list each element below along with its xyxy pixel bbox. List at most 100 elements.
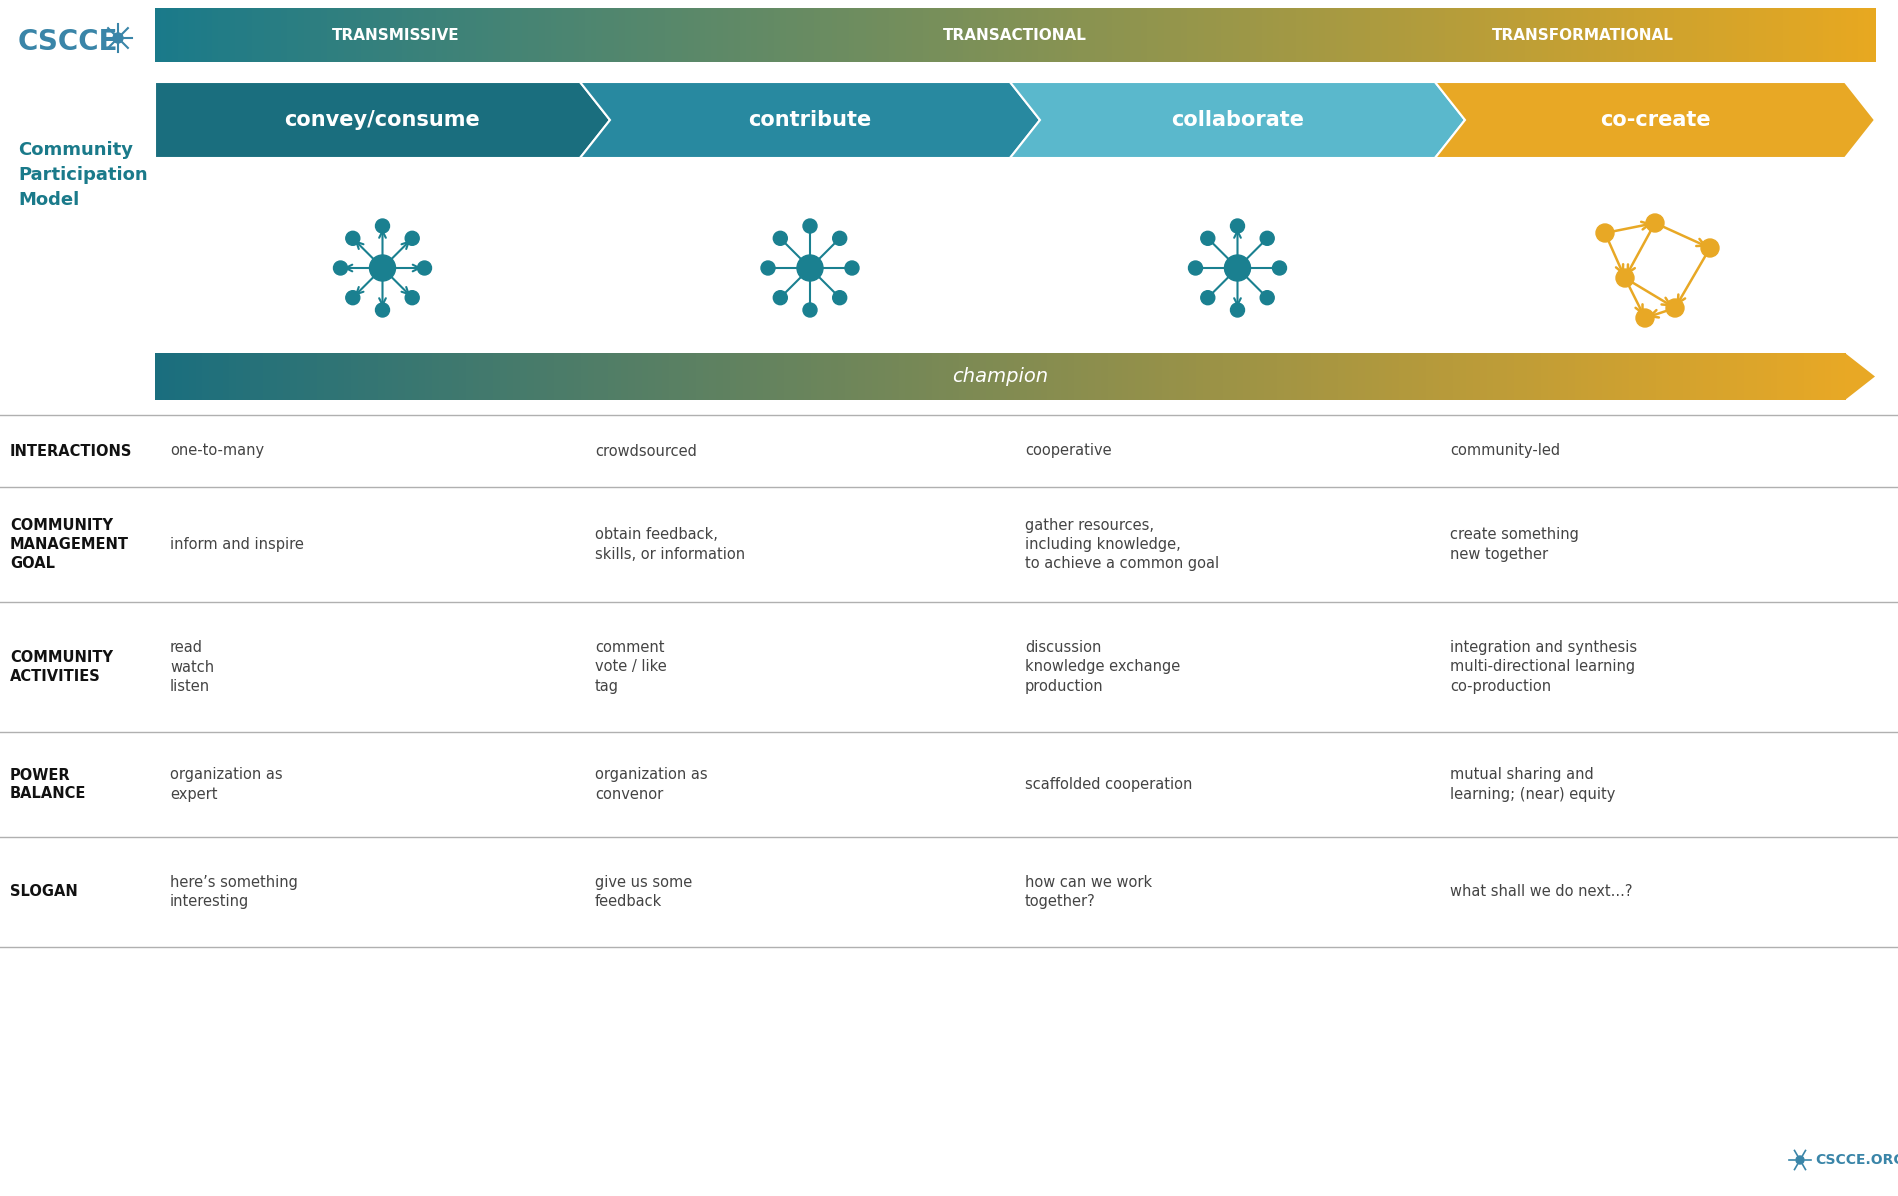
Bar (706, 8, 712, 62)
Bar (1758, 353, 1765, 399)
Bar (820, 8, 828, 62)
Bar (1759, 8, 1767, 62)
Bar (843, 8, 850, 62)
Polygon shape (1435, 83, 1875, 158)
Bar (454, 8, 459, 62)
Bar (283, 353, 290, 399)
Bar (837, 353, 845, 399)
Text: how can we work
together?: how can we work together? (1025, 875, 1152, 909)
Bar (979, 353, 987, 399)
Bar (1649, 353, 1657, 399)
Bar (970, 8, 976, 62)
Bar (1203, 8, 1211, 62)
Bar (488, 8, 493, 62)
Bar (1251, 353, 1258, 399)
Bar (1528, 353, 1535, 399)
Text: obtain feedback,
skills, or information: obtain feedback, skills, or information (594, 527, 746, 562)
Bar (642, 353, 649, 399)
Bar (573, 353, 583, 399)
Bar (1486, 353, 1494, 399)
Bar (945, 353, 953, 399)
Bar (1072, 8, 1080, 62)
Bar (1112, 8, 1120, 62)
Bar (1378, 353, 1386, 399)
Bar (717, 8, 723, 62)
Bar (1190, 353, 1198, 399)
Bar (1790, 8, 1796, 62)
Bar (218, 8, 224, 62)
Text: cooperative: cooperative (1025, 444, 1112, 458)
Bar (964, 8, 970, 62)
Bar (1439, 8, 1446, 62)
Bar (1575, 353, 1583, 399)
Bar (507, 353, 514, 399)
Bar (1351, 353, 1359, 399)
Bar (467, 353, 474, 399)
Bar (1663, 353, 1670, 399)
Bar (541, 353, 549, 399)
Bar (1061, 353, 1069, 399)
Bar (602, 353, 609, 399)
Bar (332, 8, 340, 62)
Bar (224, 8, 230, 62)
Bar (926, 353, 934, 399)
Bar (662, 353, 670, 399)
Bar (845, 353, 852, 399)
Polygon shape (156, 83, 609, 158)
Bar (1033, 8, 1038, 62)
Bar (668, 353, 676, 399)
Circle shape (1230, 219, 1245, 233)
Bar (448, 8, 454, 62)
Bar (1304, 353, 1312, 399)
Bar (628, 353, 636, 399)
Bar (1684, 353, 1691, 399)
Bar (203, 353, 211, 399)
Bar (1101, 8, 1108, 62)
Bar (408, 8, 414, 62)
Bar (683, 8, 689, 62)
Bar (974, 353, 981, 399)
Polygon shape (1845, 353, 1875, 399)
Bar (1796, 8, 1801, 62)
Bar (1742, 8, 1750, 62)
Bar (818, 353, 826, 399)
Bar (607, 353, 615, 399)
Bar (1203, 353, 1211, 399)
Bar (797, 8, 805, 62)
Bar (1000, 353, 1008, 399)
Bar (1805, 353, 1813, 399)
Bar (178, 8, 184, 62)
Bar (672, 8, 678, 62)
Bar (860, 8, 867, 62)
Bar (539, 8, 547, 62)
Bar (425, 8, 431, 62)
Bar (877, 8, 884, 62)
Bar (676, 353, 683, 399)
Bar (452, 353, 459, 399)
Bar (1439, 353, 1446, 399)
Bar (987, 8, 993, 62)
Bar (290, 353, 298, 399)
Bar (1391, 353, 1401, 399)
Bar (1209, 8, 1217, 62)
Bar (412, 353, 419, 399)
Bar (1515, 353, 1522, 399)
Bar (1623, 353, 1630, 399)
Bar (1520, 353, 1528, 399)
Circle shape (376, 219, 389, 233)
Bar (1731, 353, 1739, 399)
Bar (1264, 353, 1272, 399)
Bar (826, 8, 833, 62)
Bar (960, 353, 968, 399)
Bar (1792, 353, 1799, 399)
Bar (1754, 8, 1761, 62)
Bar (636, 353, 643, 399)
Bar (966, 353, 974, 399)
Bar (590, 8, 598, 62)
Bar (1270, 353, 1277, 399)
Bar (1420, 353, 1427, 399)
Bar (1291, 353, 1298, 399)
Circle shape (1701, 239, 1720, 257)
Bar (1422, 8, 1429, 62)
Bar (182, 353, 190, 399)
